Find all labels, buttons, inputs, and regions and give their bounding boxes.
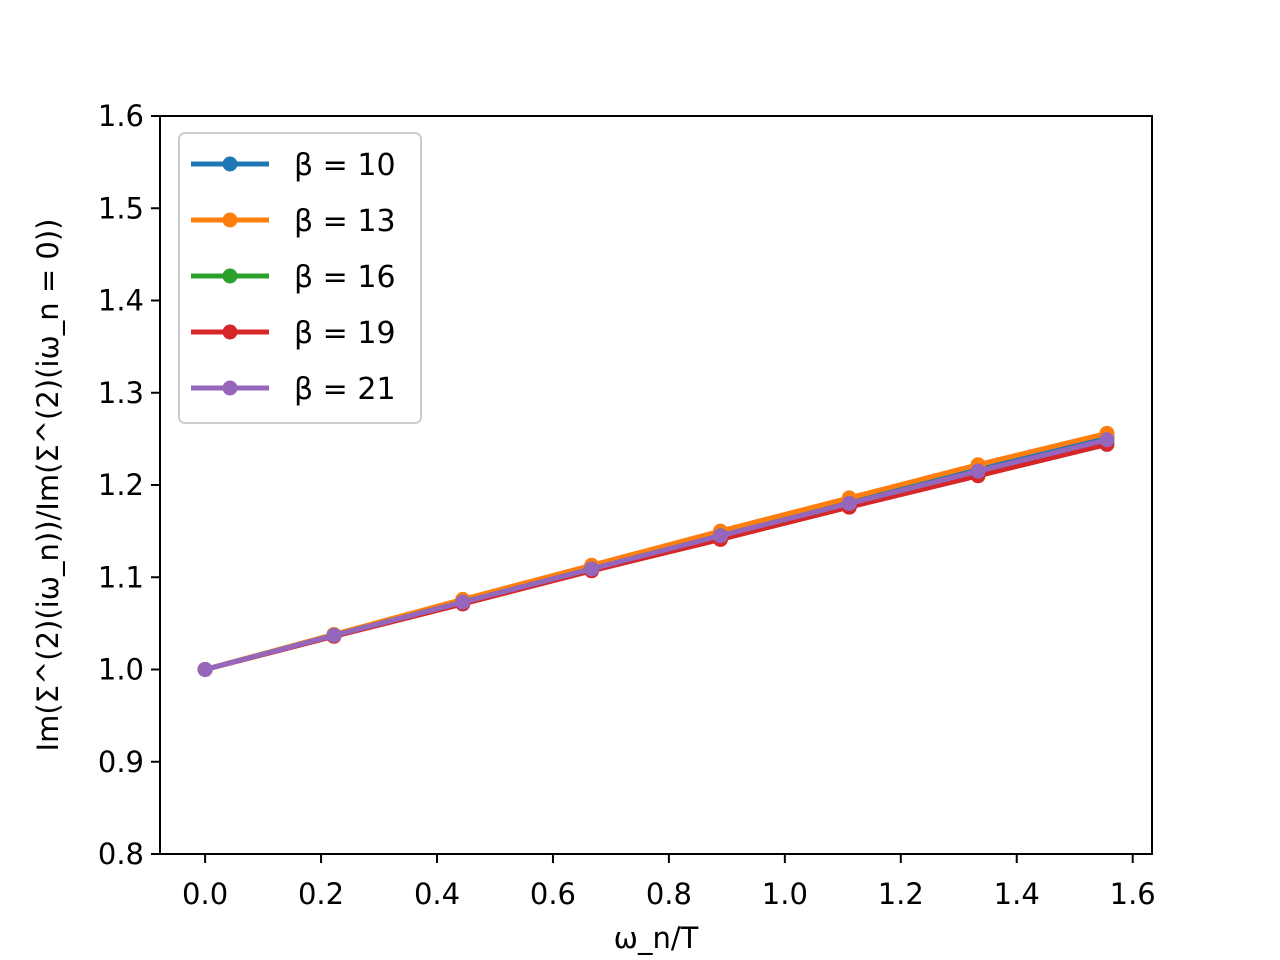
data-point	[841, 495, 857, 511]
legend-label: β = 19	[294, 316, 396, 351]
legend-label: β = 16	[294, 260, 396, 295]
legend-item: β = 13	[191, 204, 396, 239]
x-tick-label: 1.4	[994, 877, 1040, 911]
legend-swatch-marker	[222, 380, 238, 396]
data-point	[326, 627, 342, 643]
series-5	[197, 432, 1115, 677]
x-tick-label: 1.0	[762, 877, 808, 911]
series-line	[202, 437, 1110, 672]
legend-item: β = 10	[191, 148, 396, 183]
y-tick-label: 1.6	[98, 99, 144, 133]
x-tick-label: 1.2	[878, 877, 924, 911]
legend-item: β = 16	[191, 260, 396, 295]
x-tick-label: 0.2	[298, 877, 344, 911]
y-tick-label: 1.4	[98, 284, 144, 318]
y-tick-label: 1.2	[98, 468, 144, 502]
data-point	[584, 561, 600, 577]
data-point	[970, 463, 986, 479]
legend-swatch-marker	[222, 156, 238, 172]
x-tick-label: 1.6	[1110, 877, 1156, 911]
x-axis: 0.0 0.2 0.4 0.6 0.8 1.0 1.2 1.4 1.6	[182, 854, 1156, 911]
x-tick-label: 0.4	[414, 877, 460, 911]
y-tick-label: 0.8	[98, 837, 144, 871]
y-tick-label: 1.5	[98, 191, 144, 225]
legend-label: β = 10	[294, 148, 396, 183]
x-tick-label: 0.8	[646, 877, 692, 911]
legend: β = 10 β = 13 β = 16 β = 19 β = 21	[178, 132, 422, 424]
y-tick-label: 0.9	[98, 745, 144, 779]
data-point	[455, 594, 471, 610]
y-tick-label: 1.3	[98, 376, 144, 410]
x-tick-label: 0.6	[530, 877, 576, 911]
legend-swatch-marker	[222, 324, 238, 340]
legend-label: β = 13	[294, 204, 396, 239]
series-layer	[197, 425, 1115, 677]
legend-item: β = 21	[191, 372, 396, 407]
data-point	[712, 528, 728, 544]
legend-swatch-marker	[222, 268, 238, 284]
legend-label: β = 21	[294, 372, 396, 407]
legend-box	[178, 132, 422, 424]
legend-item: β = 19	[191, 316, 396, 351]
y-tick-label: 1.0	[98, 653, 144, 687]
x-tick-label: 0.0	[182, 877, 228, 911]
data-point	[197, 662, 213, 677]
y-tick-label: 1.1	[98, 560, 144, 594]
data-point	[1099, 432, 1115, 448]
legend-swatch-marker	[222, 212, 238, 228]
y-axis: 0.8 0.9 1.0 1.1 1.2 1.3 1.4 1.5 1.6	[98, 99, 160, 871]
y-axis-label: Im(Σ^(2)(iω_n))/Im(Σ^(2)(iω_n = 0))	[31, 219, 65, 752]
x-axis-label: ω_n/T	[614, 921, 699, 955]
